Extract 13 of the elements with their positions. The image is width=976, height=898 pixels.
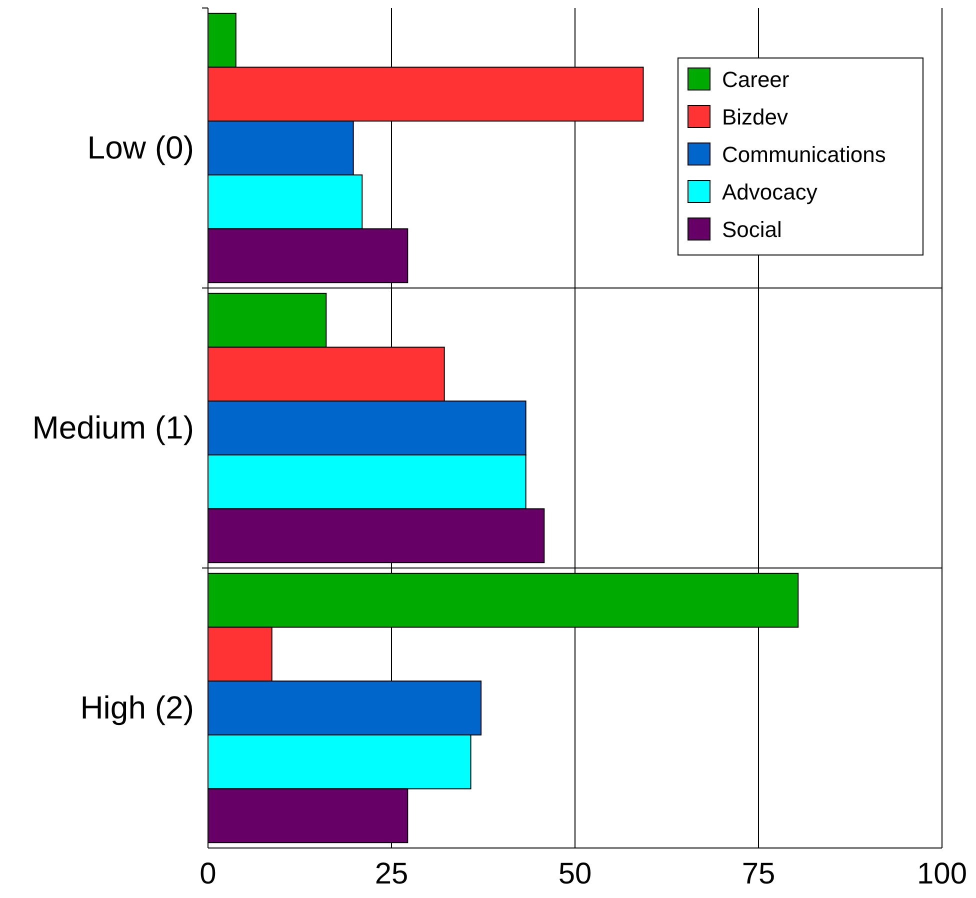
x-tick-label: 50: [558, 857, 592, 890]
x-tick-label: 25: [374, 857, 408, 890]
y-tick-label: Medium (1): [32, 409, 194, 446]
x-tick-label: 100: [916, 857, 968, 890]
x-tick-label: 75: [742, 857, 776, 890]
x-tick-label: 0: [200, 857, 216, 890]
legend-label: Bizdev: [722, 104, 788, 130]
y-tick-label: Low (0): [87, 129, 194, 166]
y-tick-label: High (2): [80, 689, 194, 726]
legend-label: Social: [722, 217, 782, 242]
legend-label: Career: [722, 67, 790, 92]
legend-label: Advocacy: [722, 180, 818, 204]
legend-label: Communications: [722, 142, 886, 167]
